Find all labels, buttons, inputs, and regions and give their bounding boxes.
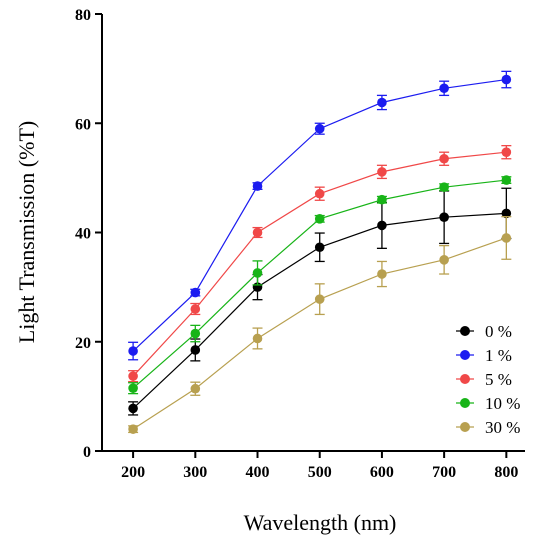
legend-label: 1 % [485,346,512,365]
data-point [252,227,263,238]
data-point [128,403,138,414]
data-point [314,188,325,199]
data-point [377,194,387,205]
legend-swatch-marker [460,350,470,360]
x-tick-label: 600 [370,464,394,481]
y-tick-label: 0 [83,444,91,461]
legend-item: 10 % [456,394,520,413]
data-point [439,182,449,192]
y-tick-label: 80 [75,7,91,24]
data-point [314,123,325,134]
data-point [439,83,449,94]
legend: 0 % 1 % 5 % 10 % 30 % [456,322,520,437]
data-point [190,345,201,355]
data-point [314,242,325,253]
data-point [128,371,138,381]
legend-item: 5 % [456,370,512,389]
x-axis-title: Wavelength (nm) [244,510,397,535]
data-point [501,208,512,219]
y-tick-label: 60 [75,116,91,133]
axes: 0 20 40 60 80 200 300 400 500 600 700 800 [75,7,525,481]
data-point [252,181,263,191]
legend-swatch-marker [460,422,470,432]
data-point [377,167,387,177]
x-tick-label: 400 [246,464,270,481]
legend-item: 0 % [456,322,512,341]
data-point [252,268,263,278]
legend-label: 5 % [485,370,512,389]
data-point [501,74,512,85]
x-tick-label: 700 [432,464,456,481]
y-tick-label: 40 [75,226,91,243]
data-point [439,255,449,265]
data-point [377,220,387,231]
legend-label: 10 % [485,394,520,413]
data-point [314,294,325,304]
data-point [252,333,263,344]
series-line [132,237,507,430]
data-point [190,383,201,394]
series-5pct [128,144,512,383]
series-30pct [128,216,512,434]
legend-label: 30 % [485,418,520,437]
data-point [501,233,512,243]
legend-item: 1 % [456,346,512,365]
y-axis-title: Light Transmission (%T) [14,121,39,343]
data-point [314,214,325,224]
data-point [190,328,201,339]
data-point [190,304,201,314]
x-tick-label: 800 [494,464,518,481]
data-point [128,424,138,434]
legend-swatch-marker [460,326,470,336]
data-point [501,175,512,185]
data-point [377,269,387,279]
x-tick-label: 300 [183,464,207,481]
legend-swatch-marker [460,398,470,408]
legend-label: 0 % [485,322,512,341]
data-point [190,287,201,298]
data-point [439,212,449,223]
series-line [132,151,507,377]
y-tick-label: 20 [75,335,91,352]
data-point [439,153,449,164]
data-point [128,346,138,356]
data-point [501,147,512,158]
legend-item: 30 % [456,418,520,437]
legend-swatch-marker [460,374,470,384]
x-tick-label: 500 [308,464,332,481]
series-1pct [128,70,512,361]
data-point [128,383,138,393]
x-tick-label: 200 [121,464,145,481]
series-10pct [128,175,512,395]
series-layer [128,70,512,434]
data-point [377,97,387,108]
